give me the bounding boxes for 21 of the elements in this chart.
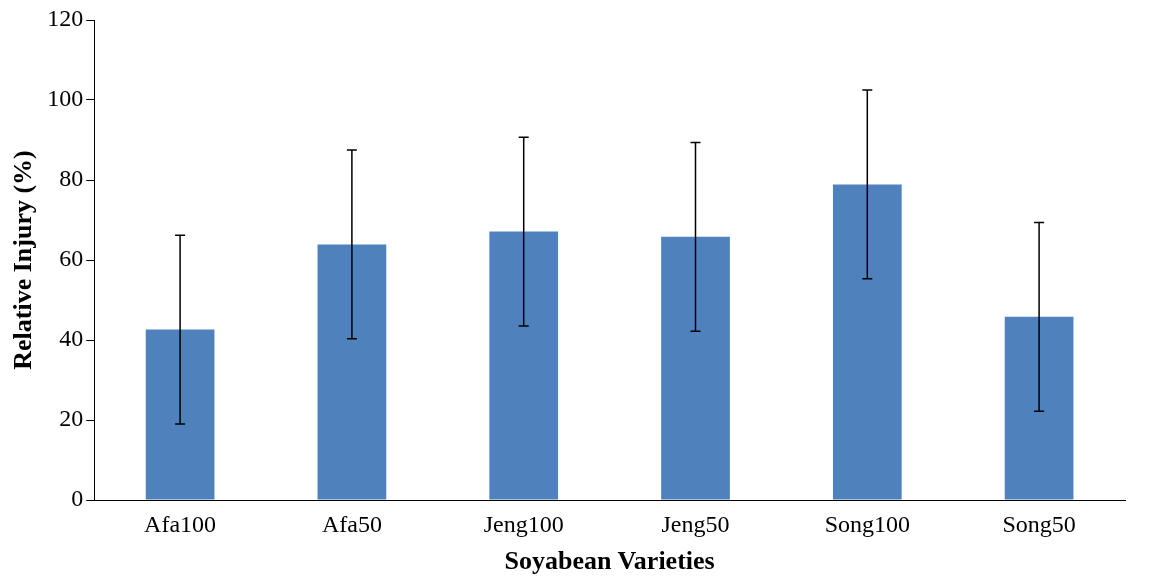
bar (317, 244, 387, 500)
y-tick-label: 20 (59, 405, 84, 432)
y-tick-label: 120 (47, 5, 84, 32)
bar (145, 329, 215, 500)
y-tick-label: 80 (59, 165, 84, 192)
x-tick-label: Afa100 (144, 510, 217, 537)
bar (1004, 316, 1074, 500)
x-tick-label: Song100 (824, 510, 910, 537)
bar (832, 184, 902, 500)
y-axis-title: Relative Injury (%) (8, 150, 38, 370)
x-tick-label: Song50 (1002, 510, 1076, 537)
x-tick-label: Jeng50 (661, 510, 730, 537)
y-tick-label: 100 (47, 85, 84, 112)
y-tick-label: 40 (59, 325, 84, 352)
x-tick-label: Jeng100 (483, 510, 564, 537)
y-tick-label: 60 (59, 245, 84, 272)
bar (489, 231, 559, 500)
x-axis-title: Soyabean Varieties (504, 546, 715, 576)
x-tick-label: Afa50 (321, 510, 382, 537)
bar (661, 236, 730, 500)
y-tick-label: 0 (71, 485, 84, 512)
